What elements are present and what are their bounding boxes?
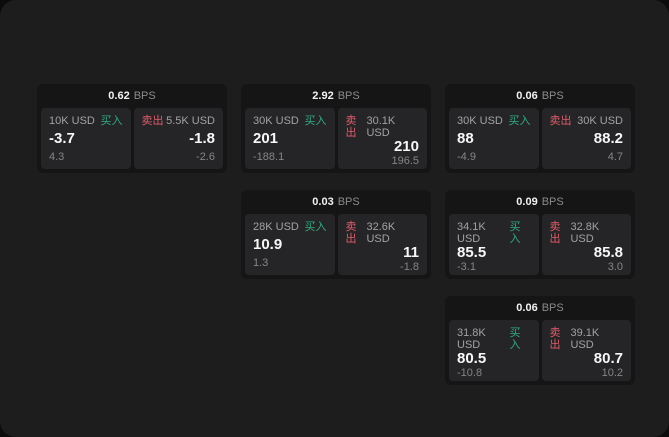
sell-label: 卖出 [345, 115, 357, 139]
buy-price: 80.5 [457, 350, 487, 367]
bps-unit-label: BPS [541, 196, 564, 208]
sell-amount: 39.1K USD [570, 327, 600, 351]
sell-sub-value: -2.6 [196, 151, 215, 163]
buy-label: 买入 [304, 221, 327, 233]
sell-label: 卖出 [345, 221, 357, 245]
sell-tile[interactable]: 卖出 32.6K USD 11 -1.8 [337, 214, 427, 275]
bps-value: 2.92 [312, 90, 334, 102]
buy-amount: 31.8K USD [457, 327, 486, 351]
sell-price: 85.8 [593, 244, 623, 261]
sell-label: 卖出 [549, 221, 561, 245]
buy-amount: 30K USD [253, 115, 299, 127]
bps-header: 2.92 BPS [241, 84, 431, 108]
sell-tile[interactable]: 卖出 39.1K USD 80.7 10.2 [541, 320, 631, 381]
sell-price: 88.2 [593, 130, 623, 147]
sell-amount: 5.5K USD [166, 115, 215, 127]
buy-price: 201 [253, 130, 279, 147]
sell-sub-value: 3.0 [607, 261, 623, 273]
bps-header: 0.09 BPS [445, 190, 635, 214]
sell-sub-value: 4.7 [607, 151, 623, 163]
bps-unit-label: BPS [541, 90, 564, 102]
sell-sub-value: -1.8 [400, 261, 419, 273]
sell-tile[interactable]: 卖出 30.1K USD 210 196.5 [337, 108, 427, 169]
buy-amount: 28K USD [253, 221, 299, 233]
buy-tile[interactable]: 10K USD 买入 -3.7 4.3 [41, 108, 131, 169]
bps-unit-label: BPS [337, 196, 360, 208]
sell-amount: 32.8K USD [570, 221, 600, 245]
buy-label: 买入 [508, 115, 531, 127]
bps-header: 0.06 BPS [445, 296, 635, 320]
buy-tile[interactable]: 30K USD 买入 88 -4.9 [449, 108, 539, 169]
sell-amount: 32.6K USD [366, 221, 396, 245]
buy-sub-value: -4.9 [457, 151, 476, 163]
buy-amount: 34.1K USD [457, 221, 486, 245]
sell-price: 11 [403, 244, 419, 261]
sell-sub-value: 196.5 [391, 155, 419, 167]
buy-amount: 10K USD [49, 115, 95, 127]
quote-card: 0.62 BPS 10K USD 买入 -3.7 4.3 卖出 5.5K USD… [37, 84, 227, 173]
bps-value: 0.62 [108, 90, 130, 102]
sell-tile[interactable]: 卖出 32.8K USD 85.8 3.0 [541, 214, 631, 275]
bps-header: 0.03 BPS [241, 190, 431, 214]
buy-sub-value: 1.3 [253, 257, 269, 269]
sell-tile[interactable]: 卖出 30K USD 88.2 4.7 [541, 108, 631, 169]
bps-value: 0.03 [312, 196, 334, 208]
bps-unit-label: BPS [541, 302, 564, 314]
buy-sub-value: -3.1 [457, 261, 476, 273]
quote-card: 0.06 BPS 31.8K USD 买入 80.5 -10.8 卖出 39.1… [445, 296, 635, 385]
quote-card: 0.03 BPS 28K USD 买入 10.9 1.3 卖出 32.6K US… [241, 190, 431, 279]
sell-price: 210 [393, 138, 419, 155]
buy-label: 买入 [509, 221, 521, 245]
bps-unit-label: BPS [133, 90, 156, 102]
quote-card: 0.06 BPS 30K USD 买入 88 -4.9 卖出 30K USD 8… [445, 84, 635, 173]
buy-sub-value: 4.3 [49, 151, 65, 163]
bps-value: 0.06 [516, 90, 538, 102]
sell-label: 卖出 [549, 327, 561, 351]
sell-price: -1.8 [189, 130, 215, 147]
bps-header: 0.06 BPS [445, 84, 635, 108]
sell-label: 卖出 [141, 115, 164, 127]
buy-label: 买入 [304, 115, 327, 127]
buy-price: 10.9 [253, 236, 283, 253]
sell-sub-value: 10.2 [601, 367, 623, 379]
sell-amount: 30K USD [577, 115, 623, 127]
sell-amount: 30.1K USD [366, 115, 396, 139]
bps-unit-label: BPS [337, 90, 360, 102]
bps-value: 0.06 [516, 302, 538, 314]
buy-amount: 30K USD [457, 115, 503, 127]
buy-tile[interactable]: 34.1K USD 买入 85.5 -3.1 [449, 214, 539, 275]
buy-sub-value: -188.1 [253, 151, 285, 163]
buy-tile[interactable]: 30K USD 买入 201 -188.1 [245, 108, 335, 169]
bps-value: 0.09 [516, 196, 538, 208]
buy-tile[interactable]: 28K USD 买入 10.9 1.3 [245, 214, 335, 275]
buy-price: 88 [457, 130, 474, 147]
buy-price: 85.5 [457, 244, 487, 261]
buy-sub-value: -10.8 [457, 367, 483, 379]
buy-tile[interactable]: 31.8K USD 买入 80.5 -10.8 [449, 320, 539, 381]
buy-label: 买入 [100, 115, 123, 127]
quote-card: 2.92 BPS 30K USD 买入 201 -188.1 卖出 30.1K … [241, 84, 431, 173]
sell-label: 卖出 [549, 115, 572, 127]
buy-label: 买入 [509, 327, 521, 351]
bps-header: 0.62 BPS [37, 84, 227, 108]
sell-price: 80.7 [593, 350, 623, 367]
sell-tile[interactable]: 卖出 5.5K USD -1.8 -2.6 [133, 108, 223, 169]
quote-card: 0.09 BPS 34.1K USD 买入 85.5 -3.1 卖出 32.8K… [445, 190, 635, 279]
buy-price: -3.7 [49, 130, 75, 147]
